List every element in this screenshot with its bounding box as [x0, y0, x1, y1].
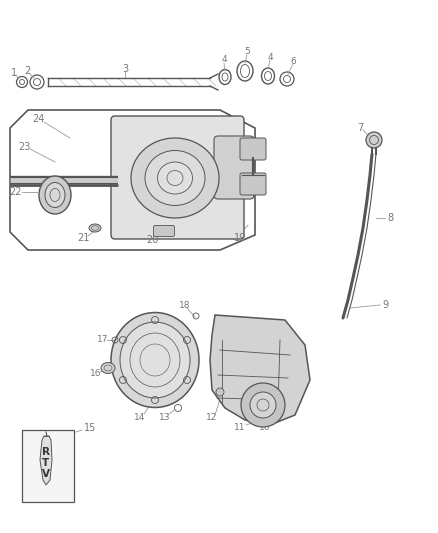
- Circle shape: [366, 132, 382, 148]
- Text: 23: 23: [18, 142, 30, 152]
- Ellipse shape: [89, 224, 101, 232]
- Text: 4: 4: [267, 52, 273, 61]
- Text: 13: 13: [159, 413, 171, 422]
- Text: 19: 19: [234, 233, 246, 243]
- Text: 22: 22: [9, 187, 21, 197]
- Ellipse shape: [145, 150, 205, 206]
- Ellipse shape: [120, 322, 190, 398]
- Text: 21: 21: [77, 233, 89, 243]
- Text: 16: 16: [90, 369, 102, 378]
- Ellipse shape: [45, 182, 65, 207]
- Polygon shape: [40, 436, 52, 485]
- Text: 18: 18: [179, 301, 191, 310]
- Circle shape: [250, 392, 276, 418]
- Text: 24: 24: [32, 114, 44, 124]
- FancyBboxPatch shape: [22, 430, 74, 502]
- Ellipse shape: [39, 176, 71, 214]
- Text: 3: 3: [122, 64, 128, 74]
- Text: 12: 12: [206, 414, 218, 423]
- Ellipse shape: [111, 312, 199, 408]
- Text: 1: 1: [11, 68, 17, 78]
- Text: 8: 8: [387, 213, 393, 223]
- Text: 7: 7: [357, 123, 363, 133]
- FancyBboxPatch shape: [214, 136, 254, 199]
- Ellipse shape: [131, 138, 219, 218]
- Text: 20: 20: [146, 235, 158, 245]
- FancyBboxPatch shape: [153, 225, 174, 237]
- Ellipse shape: [158, 162, 192, 194]
- Text: T: T: [42, 458, 49, 468]
- Polygon shape: [210, 315, 310, 425]
- FancyBboxPatch shape: [111, 116, 244, 239]
- Text: 14: 14: [134, 413, 146, 422]
- Circle shape: [216, 388, 224, 396]
- Text: 11: 11: [234, 424, 246, 432]
- Text: 17: 17: [97, 335, 109, 344]
- FancyBboxPatch shape: [240, 138, 266, 160]
- Ellipse shape: [101, 362, 115, 374]
- Text: 6: 6: [290, 56, 296, 66]
- Text: 10: 10: [259, 424, 271, 432]
- Text: 2: 2: [24, 66, 30, 76]
- Text: 9: 9: [382, 300, 388, 310]
- Circle shape: [241, 383, 285, 427]
- Text: 5: 5: [244, 47, 250, 56]
- Text: 15: 15: [84, 423, 96, 433]
- FancyBboxPatch shape: [240, 173, 266, 195]
- Text: V: V: [42, 469, 50, 479]
- Text: 4: 4: [221, 55, 227, 64]
- Text: R: R: [42, 447, 50, 457]
